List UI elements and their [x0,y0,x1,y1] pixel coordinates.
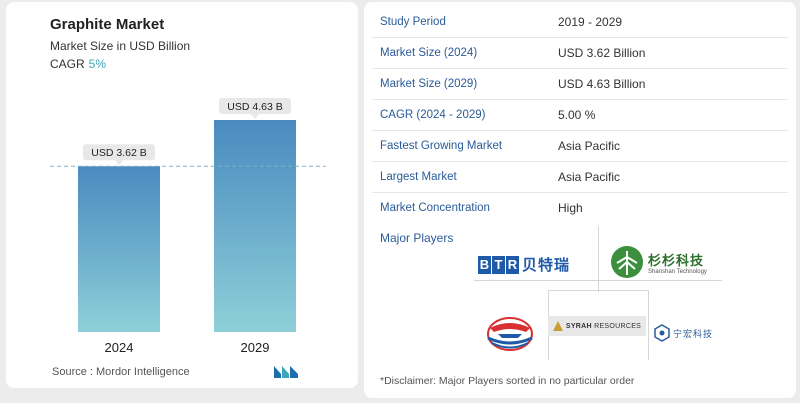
value-label: USD 4.63 B [227,101,282,113]
bar [78,166,160,332]
stat-label: Largest Market [380,171,457,183]
btr-letter: T [492,255,505,274]
shanshan-cn-name: 杉杉科技 [648,252,705,268]
stat-row: Market Size (2029) USD 4.63 Billion [372,69,788,100]
chart-card: Graphite Market Market Size in USD Billi… [6,2,358,388]
stat-row: CAGR (2024 - 2029) 5.00 % [372,100,788,131]
palm-icon [611,246,643,278]
stat-label: Study Period [380,16,446,28]
syrah-logo: SYRAH RESOURCES [548,316,646,336]
source-text: Source : Mordor Intelligence [52,366,190,378]
stat-value: Asia Pacific [558,139,621,153]
syrah-suffix: RESOURCES [591,322,642,330]
bar-chart: USD 3.62 B 2024 USD 4.63 B 2029 [50,98,326,355]
value-label-pointer [115,160,123,166]
cn-tech-name: 宁宏科技 [673,328,714,339]
stat-row: Fastest Growing Market Asia Pacific [372,131,788,162]
stat-label: Market Concentration [380,202,490,214]
x-tick-label: 2024 [105,340,134,355]
logo-divider [548,290,648,291]
disclaimer-text: *Disclaimer: Major Players sorted in no … [380,375,635,387]
btr-letter: B [478,255,491,274]
logo-divider [598,226,599,292]
stat-label: Market Size (2024) [380,47,478,59]
stat-row: Largest Market Asia Pacific [372,162,788,193]
stat-row: Market Concentration High [372,193,788,223]
stat-value: USD 3.62 Billion [558,46,646,60]
chart-title: Graphite Market [50,16,165,33]
value-label: USD 3.62 B [91,147,146,159]
logo-divider [474,280,722,281]
stat-value: 5.00 % [558,108,596,122]
shanshan-en-name: Shanshan Technology [648,268,707,275]
stat-label: Fastest Growing Market [380,140,503,152]
btr-cn-name: 贝特瑞 [522,257,571,274]
summary-card: Study Period 2019 - 2029 Market Size (2024… [364,2,796,398]
cagr-line: CAGR 5% [50,57,106,71]
ship-icon [487,317,533,351]
syrah-name: SYRAH [565,322,592,330]
chart-subtitle: Market Size in USD Billion [50,39,191,53]
stat-value: 2019 - 2029 [558,15,623,29]
btr-letter: R [506,255,519,274]
cn-tech-logo: 宁宏科技 [654,324,713,342]
cagr-label: CAGR [50,57,85,71]
hexagon-icon [654,324,670,342]
logo-divider [648,290,649,360]
ship-logo [482,314,538,359]
x-tick-label: 2029 [241,340,270,355]
stat-row: Study Period 2019 - 2029 [372,7,788,38]
players-title: Major Players [380,231,454,245]
btr-logo: B T R 贝特瑞 [478,254,570,275]
value-label-bg [83,144,155,161]
stat-value: USD 4.63 Billion [558,77,646,91]
stat-value: High [558,201,583,215]
stats-table: Study Period 2019 - 2029 Market Size (2024… [372,7,788,223]
value-label-pointer [251,114,259,119]
stat-row: Market Size (2024) USD 3.62 Billion [372,38,788,69]
shanshan-logo: 杉杉科技 Shanshan Technology [610,245,707,279]
stat-label: CAGR (2024 - 2029) [380,109,486,121]
mordor-logo-icon [274,366,298,378]
cagr-value: 5% [88,57,107,71]
bar [214,120,296,332]
stat-value: Asia Pacific [558,170,621,184]
stat-label: Market Size (2029) [380,78,478,90]
triangle-icon [552,321,563,331]
value-label-bg [219,98,291,114]
